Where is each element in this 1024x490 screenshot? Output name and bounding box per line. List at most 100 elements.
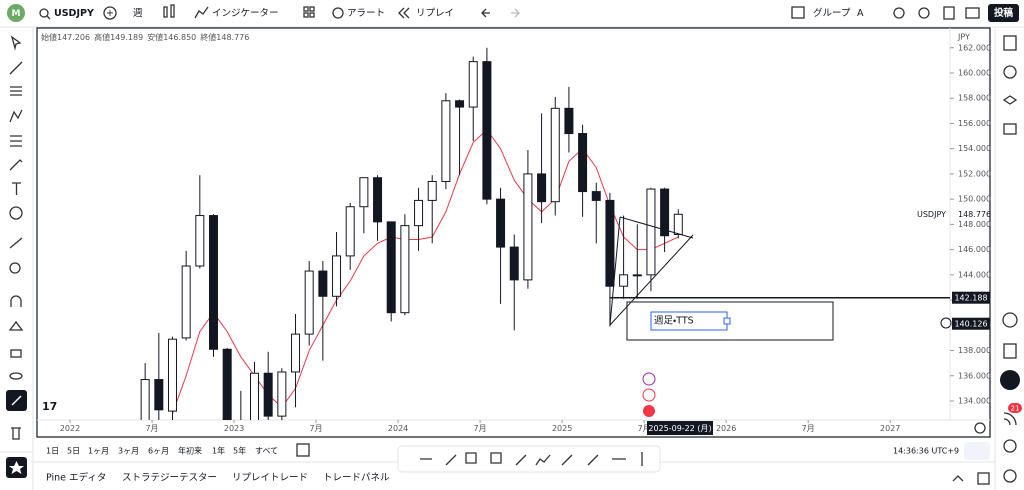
y-tick-label: 158.000 <box>958 94 991 103</box>
ohlc-name: 安値 <box>147 32 163 42</box>
publish-button[interactable] <box>988 4 1019 22</box>
x-tick-label: 2027 <box>880 424 900 433</box>
range-button[interactable]: 5年 <box>233 446 246 456</box>
y-tick-label: 162.000 <box>958 43 991 52</box>
range-button[interactable]: 1ヶ月 <box>88 447 109 456</box>
drawings <box>609 216 834 341</box>
symbol-label: USDJPY <box>917 210 946 219</box>
ohlc-text: 147.206 <box>57 33 90 42</box>
panel-tab[interactable]: リプレイトレード <box>232 473 308 484</box>
plot <box>140 47 683 420</box>
y-tick-label: 148.000 <box>958 220 991 229</box>
crosshair-price: 140.126 <box>954 320 987 329</box>
floating-toolbar[interactable] <box>397 445 661 473</box>
candle-body <box>673 213 683 235</box>
candle-body <box>181 265 191 339</box>
y-tick-label: 136.000 <box>958 371 991 380</box>
tv-logo: 17 <box>42 400 57 413</box>
y-tick-label: 160.000 <box>958 69 991 78</box>
candle-body <box>345 206 355 257</box>
crosshair-label-bg <box>952 317 990 330</box>
panel-tab[interactable]: トレードパネル <box>323 473 390 484</box>
x-tick-label: 7月 <box>310 424 323 433</box>
replay-button[interactable]: リプレイ <box>416 8 454 19</box>
candle-body <box>140 379 150 420</box>
y-tick-label: 134.000 <box>958 396 991 405</box>
candle-body <box>167 338 177 412</box>
candle-body <box>222 348 232 420</box>
x-tick-label: 7月 <box>638 424 651 433</box>
last-price-label: 148.776 <box>958 210 991 219</box>
range-button[interactable]: すべて <box>255 447 278 456</box>
y-tick-label: 154.000 <box>958 144 991 153</box>
crosshair-date: 2025-09-22 (月) <box>648 424 711 433</box>
candle-body <box>578 133 588 193</box>
drawing-tools[interactable] <box>8 35 24 380</box>
candle-body <box>304 270 314 335</box>
x-tick-label: 2024 <box>388 424 408 433</box>
y-tick-label: 138.000 <box>958 346 991 355</box>
candle-body <box>209 215 218 350</box>
y-tick-label: 152.000 <box>958 169 991 178</box>
candle-body <box>660 188 670 237</box>
candle-body <box>263 372 273 417</box>
sidebar-icons[interactable] <box>1002 35 1018 453</box>
candle-body <box>277 371 287 417</box>
interval[interactable]: 週 <box>133 7 143 19</box>
y-tick-label: 150.000 <box>958 195 991 204</box>
group-mode[interactable]: A <box>857 8 864 19</box>
candle-body <box>468 61 478 108</box>
candle-body <box>482 61 492 200</box>
candle-body <box>646 188 656 276</box>
notification-badge: 21 <box>1011 405 1020 413</box>
range-button[interactable]: 6ヶ月 <box>148 447 169 456</box>
candle-body <box>537 173 547 203</box>
candle-body <box>632 274 642 277</box>
y-tick-label: 156.000 <box>958 119 991 128</box>
ohlc-name: 終値 <box>200 32 216 42</box>
group-button[interactable]: グループ <box>813 7 851 19</box>
ohlc-text: 149.189 <box>110 33 143 42</box>
candle-body <box>291 333 301 373</box>
candle-body <box>496 198 506 248</box>
candle-body <box>373 177 383 223</box>
range-button[interactable]: 3ヶ月 <box>118 447 139 456</box>
candle-body <box>591 191 601 201</box>
y-tick-label: 144.000 <box>958 270 991 279</box>
candle-body <box>619 274 629 287</box>
range-button[interactable]: 1日 <box>46 447 59 456</box>
ohlc-text: 148.776 <box>216 33 249 42</box>
annotation[interactable]: 週足・TTS <box>654 315 694 327</box>
ohlc-name: 始値 <box>41 32 57 42</box>
candle-body <box>414 199 424 227</box>
candle-body <box>605 199 615 287</box>
range-button[interactable]: 年初来 <box>178 446 202 456</box>
price-label-bg <box>952 291 990 304</box>
indicators-button[interactable]: インジケーター <box>212 8 279 19</box>
x-tick-label: 2022 <box>60 424 80 433</box>
candle-body <box>400 225 410 314</box>
avatar[interactable] <box>7 4 25 22</box>
candle-body <box>427 180 437 201</box>
x-tick-label: 7月 <box>474 424 487 433</box>
candle-body <box>250 372 260 420</box>
symbol[interactable]: USDJPY <box>54 8 94 19</box>
candle-body <box>564 107 574 135</box>
alert-button[interactable]: アラート <box>347 8 385 19</box>
x-tick-label: 2023 <box>224 424 244 433</box>
crosshair-date-bg <box>647 421 713 435</box>
candle-body <box>550 107 560 203</box>
x-tick-label: 2026 <box>716 424 736 433</box>
candle-body <box>441 100 451 182</box>
candle-body <box>509 246 519 281</box>
candle-body <box>455 100 465 108</box>
range-button[interactable]: 5日 <box>67 447 80 456</box>
price-label: 142.188 <box>954 294 987 303</box>
panel-tab[interactable]: Pine エディタ <box>46 472 106 484</box>
range-button[interactable]: 1年 <box>212 446 225 456</box>
candle-body <box>386 221 396 314</box>
panel-tab[interactable]: ストラテジーテスター <box>122 473 217 484</box>
avatar-letter: M <box>12 9 21 19</box>
clock: 14:36:36 UTC+9 <box>893 447 959 456</box>
